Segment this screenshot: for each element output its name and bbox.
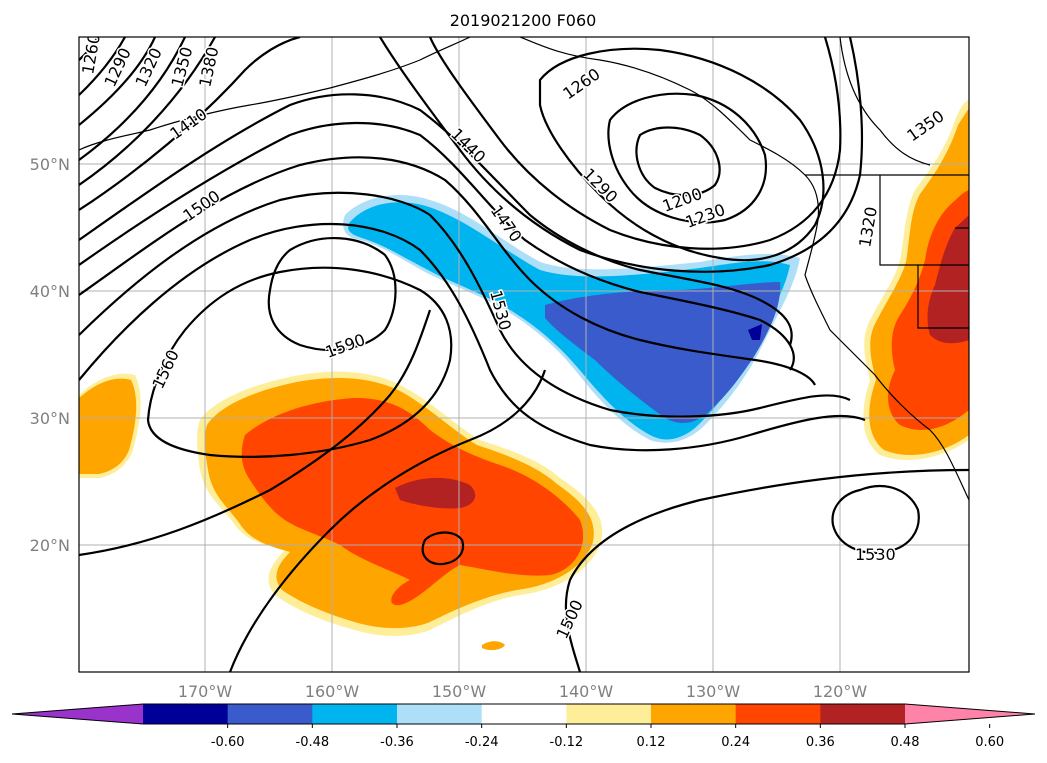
map-panel: 1260 1290 1320 1350 1380 1410 1500 1440 … [79,37,969,672]
lon-label: 160°W [305,682,360,701]
colorbar-tick-label: 0.24 [721,735,750,750]
lon-label: 150°W [432,682,487,701]
lon-label: 120°W [813,682,868,701]
colorbar-tick-label: -0.48 [296,735,330,750]
positive-anomaly-region [79,100,969,651]
longitude-labels: 170°W 160°W 150°W 140°W 130°W 120°W [178,682,868,701]
lat-label: 20°N [30,536,70,555]
colorbar-bin [651,704,737,724]
map-frame [78,36,970,673]
colorbar-bin [566,704,652,724]
map-title: 2019021200 F060 [450,11,597,30]
lat-label: 50°N [30,155,70,174]
colorbar-bin [312,704,398,724]
colorbar-bin [227,704,313,724]
colorbar-bin [481,704,567,724]
colorbar-bin [397,704,483,724]
colorbar-tick-label: -0.24 [465,735,499,750]
colorbar-extend-high [905,704,1035,724]
colorbar-tick-label: 0.60 [975,735,1004,750]
colorbar-tick-label: -0.36 [380,735,414,750]
lat-label: 40°N [30,282,70,301]
lat-label: 30°N [30,409,70,428]
colorbar-tick-label: -0.60 [211,735,245,750]
colorbar-bin [735,704,821,724]
colorbar-tick-label: 0.36 [806,735,835,750]
colorbar-extend-low [12,704,143,724]
colorbar-bin [820,704,906,724]
lon-label: 170°W [178,682,233,701]
colorbar: -0.60 -0.48 -0.36 -0.24 -0.12 0.12 0.24 0.36 0.4… [11,703,1036,750]
height-contours [79,37,969,672]
colorbar-bin [143,704,229,724]
lon-label: 130°W [686,682,741,701]
colorbar-tick-label: 0.48 [891,735,920,750]
lon-label: 140°W [559,682,614,701]
colorbar-outline [11,703,1036,725]
contour-label: 1530 [855,545,896,564]
colorbar-tick-label: 0.12 [637,735,666,750]
colorbar-tick-label: -0.12 [550,735,584,750]
latitude-labels: 50°N 40°N 30°N 20°N [30,155,70,555]
